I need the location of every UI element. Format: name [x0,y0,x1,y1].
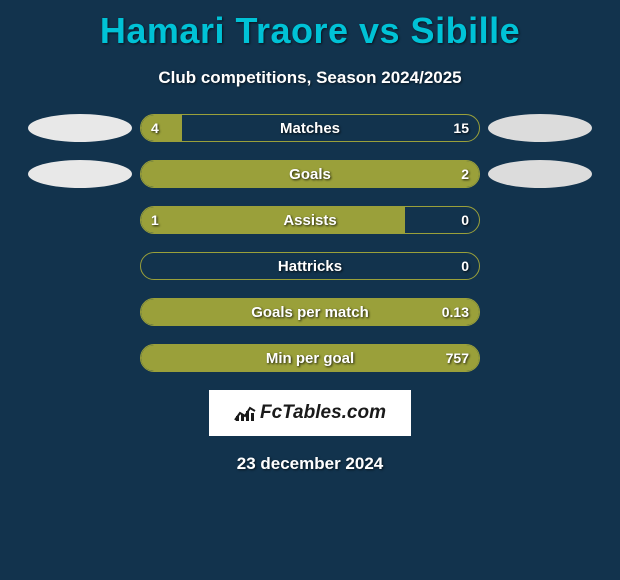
stat-bar: 2Goals [140,160,480,188]
value-right: 0 [461,207,469,233]
comparison-row: 0.13Goals per match [0,298,620,326]
value-right: 757 [446,345,469,371]
stat-bar: 4 15Matches [140,114,480,142]
value-right: 15 [453,115,469,141]
bar-fill-left [141,345,479,371]
logo: FcTables.com [234,402,386,424]
logo-text: FcTables.com [260,402,386,424]
subtitle: Club competitions, Season 2024/2025 [0,68,620,88]
stat-bar: 0Hattricks [140,252,480,280]
comparison-row: 2Goals [0,160,620,188]
value-left: 1 [151,207,159,233]
comparison-row: 0Hattricks [0,252,620,280]
bar-fill-left [141,161,479,187]
bar-fill-left [141,299,479,325]
player-right-ellipse [488,114,592,142]
comparison-rows: 415Matches2Goals10Assists0Hattricks0.13G… [0,114,620,372]
stat-bar: 757Min per goal [140,344,480,372]
right-side [480,114,600,142]
player-left-ellipse [28,160,132,188]
left-side [20,114,140,142]
value-right: 0 [461,253,469,279]
date: 23 december 2024 [0,454,620,474]
comparison-row: 757Min per goal [0,344,620,372]
bar-fill-left [141,115,182,141]
stat-bar: 10Assists [140,206,480,234]
chart-icon [234,404,256,422]
player-right-ellipse [488,160,592,188]
value-left: 4 [151,115,159,141]
logo-box: FcTables.com [209,390,411,436]
value-right: 0.13 [442,299,469,325]
stat-label: Hattricks [141,253,479,279]
stat-bar: 0.13Goals per match [140,298,480,326]
right-side [480,160,600,188]
value-right: 2 [461,161,469,187]
comparison-row: 10Assists [0,206,620,234]
player-left-ellipse [28,114,132,142]
left-side [20,160,140,188]
page-title: Hamari Traore vs Sibille [0,0,620,52]
comparison-row: 4 15Matches [0,114,620,142]
bar-fill-left [141,207,405,233]
stat-label: Matches [141,115,479,141]
